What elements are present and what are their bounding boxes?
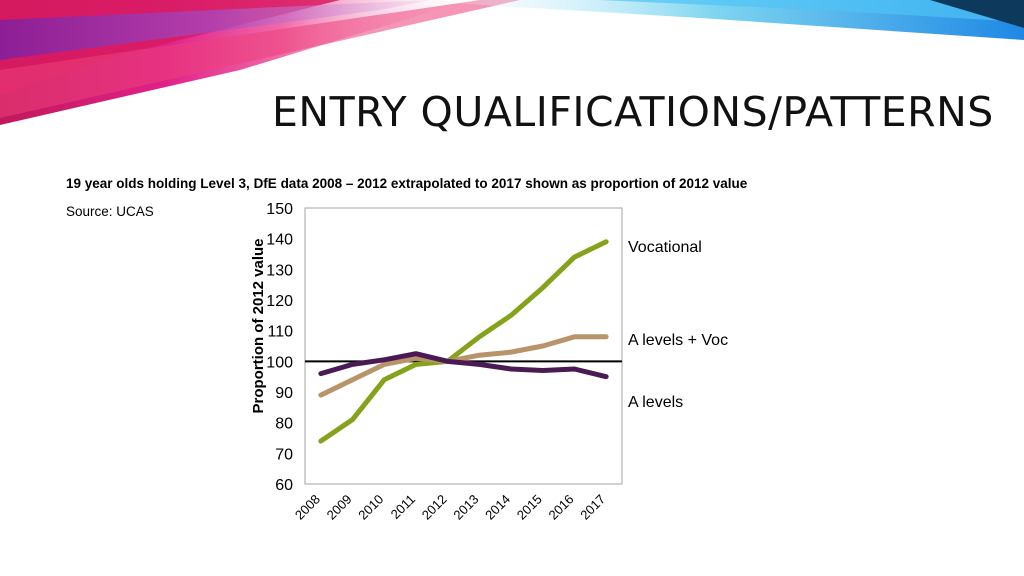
- series-line-a-levels-voc: [318, 334, 609, 398]
- y-axis-label: Proportion of 2012 value: [250, 238, 267, 413]
- slide-title: ENTRY QUALIFICATIONS/PATTERNS: [272, 88, 994, 136]
- y-tick-label: 100: [266, 354, 293, 371]
- series-label: Vocational: [628, 239, 702, 256]
- x-tick-label: 2011: [388, 492, 418, 522]
- x-axis-ticks: 2008 2009 2010 2011 2012 2013 2014 2015 2016 2017: [292, 492, 608, 523]
- series-labels: Vocational A levels + Voc A levels: [628, 239, 728, 411]
- y-tick-label: 80: [275, 416, 293, 433]
- y-tick-label: 140: [266, 232, 293, 249]
- y-tick-label: 130: [266, 262, 293, 279]
- y-tick-label: 90: [275, 385, 293, 402]
- y-tick-label: 60: [275, 477, 293, 494]
- y-tick-label: 120: [266, 293, 293, 310]
- source-note: Source: UCAS: [66, 204, 154, 219]
- x-tick-label: 2009: [324, 492, 355, 523]
- series-line-vocational: [318, 239, 609, 444]
- chart-subtitle: 19 year olds holding Level 3, DfE data 2…: [66, 176, 748, 191]
- y-tick-label: 150: [266, 201, 293, 218]
- y-tick-label: 70: [275, 446, 293, 463]
- plot-area-border: [304, 207, 623, 485]
- y-tick-label: 110: [267, 324, 293, 341]
- x-tick-label: 2017: [577, 492, 608, 523]
- x-tick-label: 2015: [514, 492, 545, 523]
- y-axis-ticks: 60 70 80 90 100 110 120 130 140 150: [266, 201, 293, 494]
- series-lines: [318, 239, 609, 444]
- series-label: A levels + Voc: [628, 332, 728, 349]
- decorative-banner: [0, 0, 1024, 125]
- series-line-a-levels: [318, 351, 609, 380]
- series-label: A levels: [628, 394, 683, 411]
- x-tick-label: 2012: [419, 492, 450, 523]
- x-tick-label: 2013: [450, 492, 481, 523]
- x-tick-label: 2008: [292, 492, 323, 523]
- x-tick-label: 2010: [355, 492, 386, 523]
- x-tick-label: 2016: [546, 492, 577, 523]
- x-tick-label: 2014: [482, 492, 513, 523]
